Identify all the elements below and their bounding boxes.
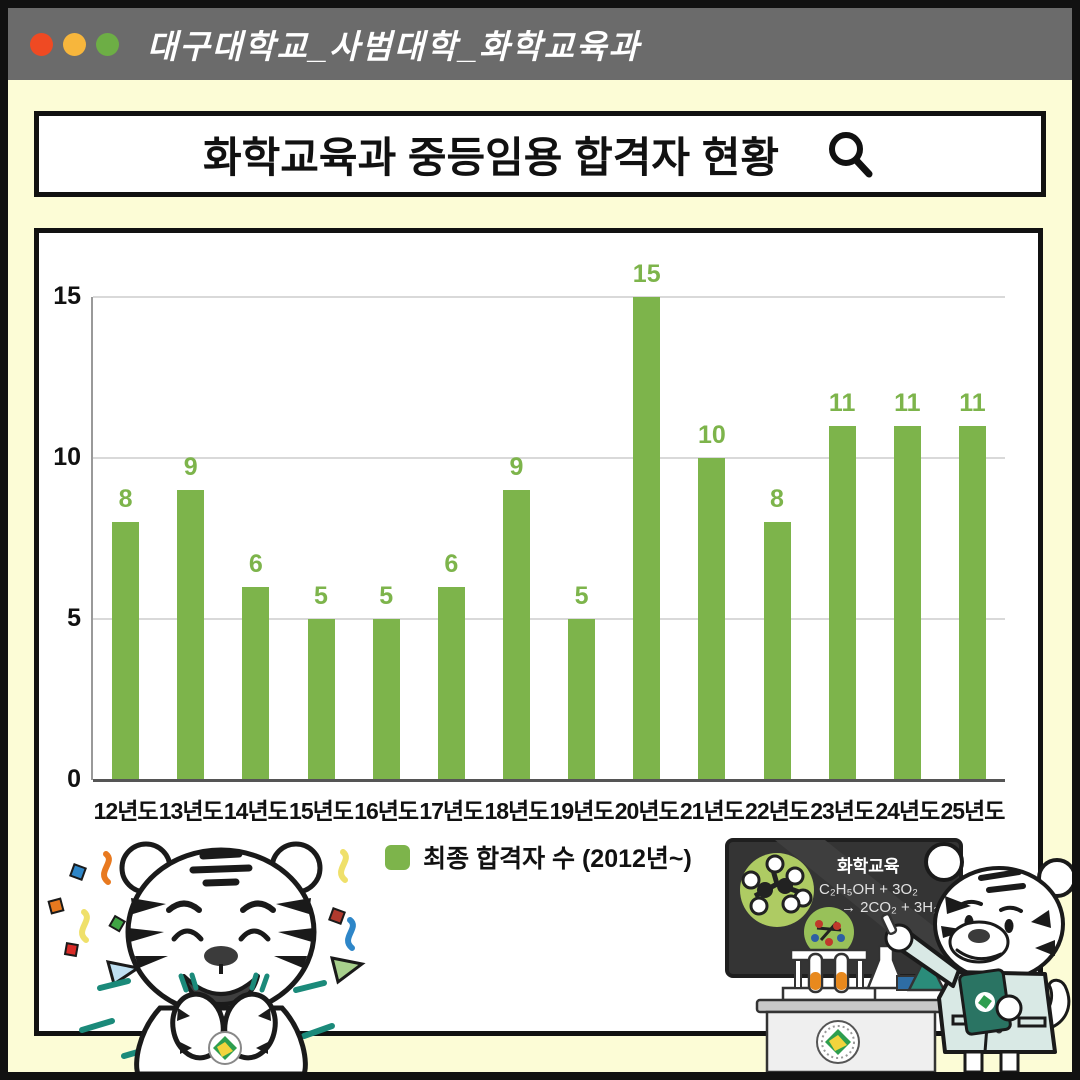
bar bbox=[633, 297, 661, 780]
x-tick-label: 14년도 bbox=[223, 798, 289, 824]
x-tick-label: 24년도 bbox=[875, 798, 940, 824]
bar-value-label: 6 bbox=[248, 549, 263, 578]
legend-label: 최종 합격자 수 (2012년~) bbox=[423, 845, 692, 873]
professor-tiger-scene: 화학교육 C₂H₅OH + 3O₂ → 2CO₂ + 3H₂O bbox=[725, 838, 1072, 1072]
x-tick-label: 21년도 bbox=[679, 798, 745, 824]
bar-value-label: 15 bbox=[632, 260, 661, 288]
bar-value-label: 11 bbox=[959, 388, 986, 417]
legend: 최종 합격자 수 (2012년~) bbox=[39, 839, 1038, 875]
title-card: 화학교육과 중등임용 합격자 현황 bbox=[34, 111, 1046, 197]
bar-value-label: 8 bbox=[118, 485, 133, 514]
x-tick-label: 23년도 bbox=[810, 798, 875, 824]
x-tick-label: 25년도 bbox=[940, 798, 1005, 824]
bar bbox=[893, 425, 921, 780]
search-icon[interactable] bbox=[825, 128, 877, 180]
confetti-icons bbox=[47, 849, 366, 1063]
x-tick-label: 12년도 bbox=[93, 798, 159, 824]
plot-area: 0 5 10 15 8 12년도 9 13년도 6 14년도 5 15년도 5 16년도 6 17년도 9 18년… bbox=[53, 260, 1005, 824]
canvas: 화학교육과 중등임용 합격자 현황 0 5 10 15 8 12년도 9 13년도 6 14년도 5… bbox=[8, 80, 1072, 1072]
x-tick-label: 22년도 bbox=[745, 798, 810, 824]
bar-value-label: 5 bbox=[379, 582, 394, 610]
bar-value-label: 9 bbox=[509, 453, 524, 482]
minimize-dot-icon[interactable] bbox=[63, 32, 86, 56]
blackboard-formula-2: → 2CO₂ + 3H₂O bbox=[841, 899, 951, 916]
x-tick-label: 17년도 bbox=[419, 798, 484, 824]
bar bbox=[242, 586, 270, 780]
bar-value-label: 8 bbox=[770, 485, 784, 514]
y-tick-label: 15 bbox=[53, 282, 81, 310]
university-emblem-pendant bbox=[208, 1031, 242, 1065]
bar-value-label: 9 bbox=[183, 453, 198, 482]
x-tick-label: 15년도 bbox=[289, 798, 354, 824]
page-title: 화학교육과 중등임용 합격자 현황 bbox=[203, 133, 779, 181]
bar-value-label: 11 bbox=[828, 388, 856, 417]
bar bbox=[958, 425, 986, 780]
bar bbox=[763, 522, 791, 780]
bar bbox=[307, 619, 335, 780]
maximize-dot-icon[interactable] bbox=[96, 32, 119, 56]
celebrating-tiger-mascot bbox=[47, 841, 366, 1072]
blackboard-formula-1: C₂H₅OH + 3O₂ bbox=[819, 881, 918, 898]
bar-value-label: 5 bbox=[314, 582, 328, 610]
lab-desk bbox=[755, 998, 947, 1072]
bar bbox=[437, 586, 465, 780]
professor-tiger bbox=[880, 842, 1072, 1072]
bar-value-label: 10 bbox=[697, 421, 726, 449]
x-tick-label: 13년도 bbox=[158, 798, 224, 824]
y-axis-line bbox=[91, 297, 93, 780]
bar bbox=[372, 619, 400, 780]
gridline bbox=[93, 296, 1005, 298]
blackboard-title: 화학교육 bbox=[837, 857, 900, 876]
x-tick-label: 16년도 bbox=[354, 798, 419, 824]
bar-value-label: 11 bbox=[894, 388, 921, 417]
gridline bbox=[93, 457, 1005, 459]
x-axis-line bbox=[93, 779, 1005, 782]
close-dot-icon[interactable] bbox=[30, 32, 53, 56]
legend-swatch bbox=[385, 844, 411, 870]
bar bbox=[568, 619, 596, 780]
lab-equipment bbox=[781, 944, 947, 1002]
bar-value-label: 5 bbox=[574, 582, 589, 610]
bar-value-label: 6 bbox=[444, 549, 459, 578]
bar bbox=[828, 425, 856, 780]
x-tick-label: 19년도 bbox=[549, 798, 615, 824]
x-tick-label: 20년도 bbox=[614, 798, 680, 824]
y-tick-label: 0 bbox=[67, 765, 81, 793]
x-tick-label: 18년도 bbox=[484, 798, 549, 824]
y-tick-label: 10 bbox=[53, 443, 81, 471]
y-tick-label: 5 bbox=[67, 604, 81, 632]
university-emblem-desk bbox=[816, 1020, 860, 1064]
window-title: 대구대학교_사범대학_화학교육과 bbox=[147, 28, 641, 65]
bar bbox=[502, 490, 530, 780]
tiger-figure bbox=[119, 841, 323, 1072]
bar bbox=[112, 522, 140, 780]
window-controls bbox=[30, 32, 119, 56]
bar bbox=[177, 490, 205, 780]
bar bbox=[698, 458, 726, 780]
window-titlebar: 대구대학교_사범대학_화학교육과 bbox=[8, 8, 1072, 80]
gridline bbox=[93, 618, 1005, 620]
